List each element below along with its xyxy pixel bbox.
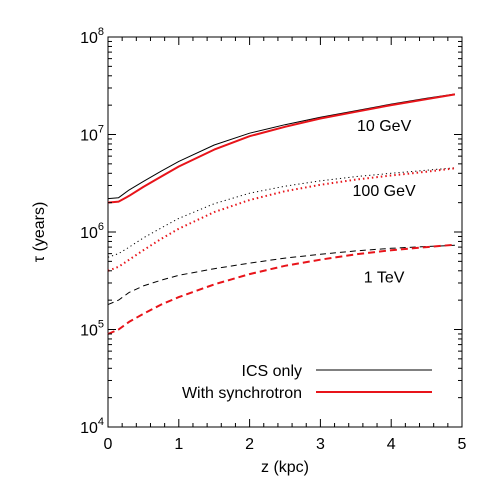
- x-tick-label: 2: [245, 436, 254, 453]
- x-tick-label: 0: [104, 436, 113, 453]
- x-tick-label: 1: [174, 436, 183, 453]
- y-axis: 104 105 106 107 108: [80, 26, 462, 437]
- x-axis: 0 1 2 3 4 5: [104, 37, 467, 453]
- y-tick-label: 106: [80, 221, 104, 242]
- series-line-100gev-synchrotron: [107, 167, 456, 272]
- curve-label: 10 GeV: [357, 118, 412, 135]
- x-axis-label: z (kpc): [261, 459, 309, 476]
- series-line-1tev-synchrotron: [107, 243, 455, 335]
- curve-label: 1 TeV: [364, 269, 405, 286]
- series-line-1tev-ics: [107, 244, 455, 306]
- series-layer: [107, 93, 456, 335]
- annotations: 10 GeV 100 GeV 1 TeV: [353, 118, 416, 286]
- legend-label: With synchrotron: [182, 385, 302, 402]
- x-tick-label: 5: [458, 436, 467, 453]
- x-tick-label: 3: [316, 436, 325, 453]
- legend-label: ICS only: [242, 363, 302, 380]
- y-tick-label: 107: [80, 124, 104, 145]
- y-tick-label: 105: [80, 319, 104, 340]
- y-tick-label: 104: [80, 416, 104, 437]
- x-tick-label: 4: [387, 436, 396, 453]
- y-axis-label: τ (years): [31, 202, 48, 263]
- curve-label: 100 GeV: [353, 183, 416, 200]
- legend: ICS only With synchrotron: [182, 363, 432, 402]
- y-tick-label: 108: [80, 26, 104, 47]
- series-line-10gev-synchrotron: [107, 93, 456, 204]
